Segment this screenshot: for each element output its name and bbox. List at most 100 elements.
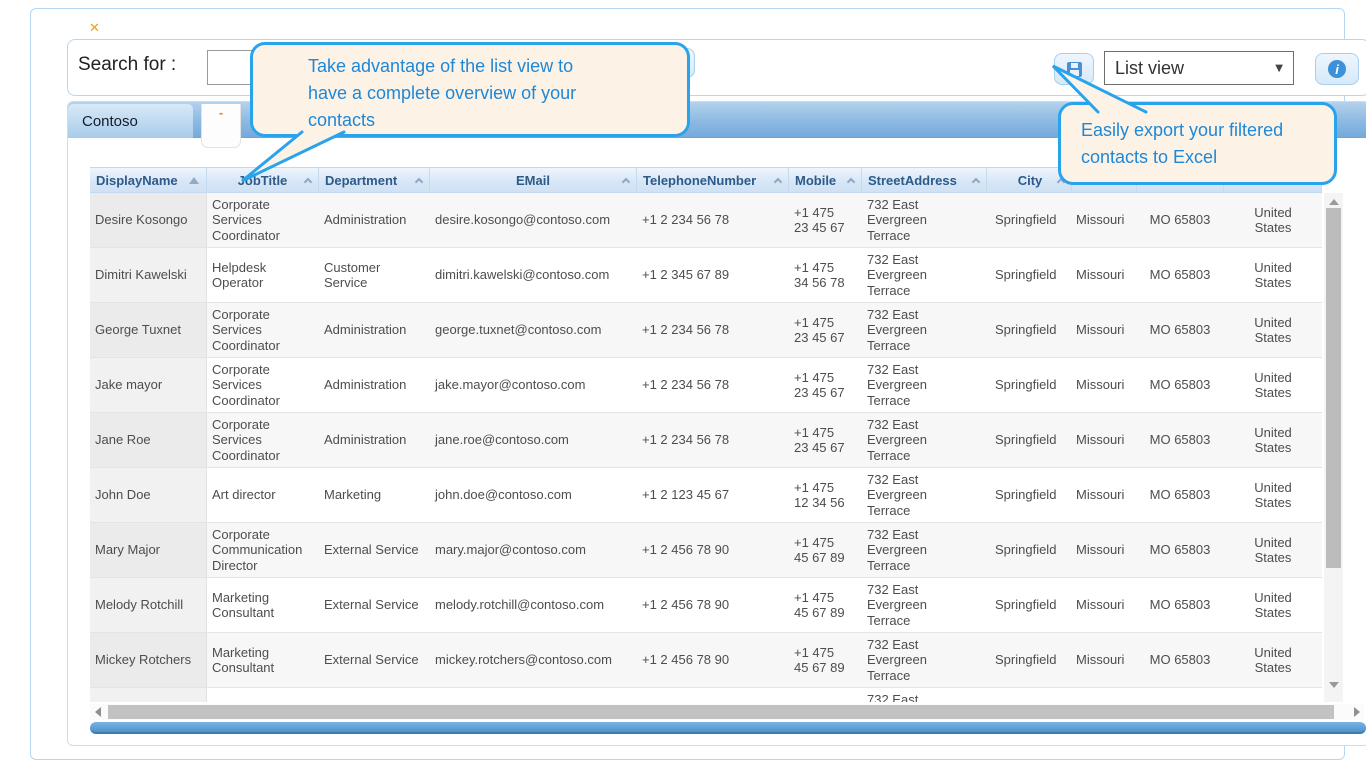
contact-row[interactable]: George Tuxnet Corporate Services Coordin… — [90, 303, 1322, 358]
cell-displayname: Desire Kosongo — [90, 193, 207, 247]
cell-displayname: Mickey Rotchers — [90, 633, 207, 687]
cell-displayname: Melody Rotchill — [90, 578, 207, 632]
cell-postalcode: MO 65803 — [1149, 597, 1211, 613]
cell-email: dimitri.kawelski@contoso.com — [435, 267, 610, 283]
save-icon — [1066, 61, 1082, 77]
tab-collapse[interactable]: - — [201, 104, 241, 148]
vertical-scrollbar[interactable] — [1324, 193, 1343, 702]
cell-email: mickey.rotchers@contoso.com — [435, 652, 612, 668]
export-callout: Easily export your filtered contacts to … — [1058, 102, 1337, 185]
cell-email — [430, 688, 637, 702]
cell-department: Customer Service — [324, 259, 381, 290]
cell-telephonenumber: +1 2 234 56 78 — [642, 212, 730, 228]
contact-row[interactable]: Mary Major Corporate Communication Direc… — [90, 523, 1322, 578]
minus-icon: - — [218, 105, 224, 120]
column-header-jobtitle[interactable]: JobTitle — [207, 168, 319, 192]
cell-city — [987, 688, 1072, 702]
contact-row[interactable]: 732 East Evergreen Terrace — [90, 688, 1322, 702]
column-header-email[interactable]: EMail — [430, 168, 637, 192]
cell-country: United States — [1254, 644, 1292, 675]
cell-department: Administration — [324, 322, 407, 338]
cell-state: Missouri — [1076, 322, 1125, 338]
cell-jobtitle: Corporate Services Coordinator — [212, 307, 280, 353]
cell-department: External Service — [324, 542, 419, 558]
contact-row[interactable]: Dimitri Kawelski Helpdesk Operator Custo… — [90, 248, 1322, 303]
cell-mobile — [789, 688, 862, 702]
cell-postalcode: MO 65803 — [1149, 322, 1211, 338]
cell-city: Springfield — [995, 487, 1057, 503]
cell-postalcode: MO 65803 — [1149, 652, 1211, 668]
scroll-right-icon[interactable] — [1354, 707, 1360, 717]
bottom-accent-bar — [90, 722, 1366, 734]
column-header-displayname[interactable]: DisplayName — [90, 168, 207, 192]
cell-streetaddress: 732 East Evergreen Terrace — [867, 362, 927, 408]
cell-city: Springfield — [995, 377, 1057, 393]
column-header-mobile[interactable]: Mobile — [789, 168, 862, 192]
cell-country: United States — [1254, 259, 1292, 290]
cell-displayname: Dimitri Kawelski — [90, 248, 207, 302]
contact-row[interactable]: Jake mayor Corporate Services Coordinato… — [90, 358, 1322, 413]
cell-email: mary.major@contoso.com — [435, 542, 586, 558]
cell-country: United States — [1254, 424, 1292, 455]
cell-displayname: Jake mayor — [90, 358, 207, 412]
cell-mobile: +1 475 23 45 67 — [794, 424, 845, 455]
cell-department: Marketing — [324, 487, 382, 503]
contact-row[interactable]: Desire Kosongo Corporate Services Coordi… — [90, 193, 1322, 248]
cell-mobile: +1 475 23 45 67 — [794, 369, 845, 400]
cell-email: jane.roe@contoso.com — [435, 432, 569, 448]
tab-contoso[interactable]: Contoso — [68, 104, 193, 138]
cell-telephonenumber: +1 2 456 78 90 — [642, 542, 730, 558]
horizontal-scrollbar-thumb[interactable] — [108, 705, 1334, 719]
cell-telephonenumber: +1 2 234 56 78 — [642, 322, 730, 338]
contact-row[interactable]: Mickey Rotchers Marketing Consultant Ext… — [90, 633, 1322, 688]
cell-streetaddress: 732 East Evergreen Terrace — [867, 527, 927, 573]
scroll-left-icon[interactable] — [95, 707, 101, 717]
horizontal-scrollbar[interactable] — [90, 704, 1364, 720]
cell-streetaddress: 732 East Evergreen Terrace — [867, 472, 927, 518]
cell-mobile: +1 475 45 67 89 — [794, 644, 845, 675]
cell-mobile: +1 475 34 56 78 — [794, 259, 845, 290]
cell-country: United States — [1254, 369, 1292, 400]
cell-country: United States — [1254, 534, 1292, 565]
contact-row[interactable]: Jane Roe Corporate Services Coordinator … — [90, 413, 1322, 468]
cell-streetaddress: 732 East Evergreen Terrace — [867, 197, 927, 243]
cell-mobile: +1 475 23 45 67 — [794, 314, 845, 345]
cell-telephonenumber: +1 2 345 67 89 — [642, 267, 730, 283]
info-icon: i — [1328, 60, 1346, 78]
scroll-up-icon[interactable] — [1329, 199, 1339, 205]
close-icon[interactable]: ✕ — [89, 20, 100, 35]
view-selector[interactable]: List view ▼ — [1104, 51, 1294, 85]
contact-row[interactable]: Melody Rotchill Marketing Consultant Ext… — [90, 578, 1322, 633]
cell-country: United States — [1254, 204, 1292, 235]
cell-displayname — [90, 688, 207, 702]
column-header-department[interactable]: Department — [319, 168, 430, 192]
cell-streetaddress: 732 East Evergreen Terrace — [867, 307, 927, 353]
info-button[interactable]: i — [1315, 53, 1359, 85]
cell-telephonenumber — [637, 688, 789, 702]
list-view-callout: Take advantage of the list view to have … — [250, 42, 690, 137]
scroll-down-icon[interactable] — [1329, 682, 1339, 688]
cell-state: Missouri — [1076, 267, 1125, 283]
cell-country — [1224, 688, 1322, 702]
cell-state: Missouri — [1076, 597, 1125, 613]
cell-telephonenumber: +1 2 456 78 90 — [642, 597, 730, 613]
export-to-excel-button[interactable] — [1054, 53, 1094, 85]
column-header-streetaddress[interactable]: StreetAddress — [862, 168, 987, 192]
cell-city: Springfield — [995, 542, 1057, 558]
cell-displayname: George Tuxnet — [90, 303, 207, 357]
cell-country: United States — [1254, 479, 1292, 510]
contact-row[interactable]: John Doe Art director Marketing john.doe… — [90, 468, 1322, 523]
column-header-telephonenumber[interactable]: TelephoneNumber — [637, 168, 789, 192]
cell-postalcode: MO 65803 — [1149, 212, 1211, 228]
cell-displayname: John Doe — [90, 468, 207, 522]
cell-displayname: Jane Roe — [90, 413, 207, 467]
cell-streetaddress: 732 East Evergreen Terrace — [867, 417, 927, 463]
cell-state: Missouri — [1076, 652, 1125, 668]
cell-jobtitle — [207, 688, 319, 702]
vertical-scrollbar-thumb[interactable] — [1326, 208, 1341, 568]
cell-jobtitle: Corporate Communication Director — [212, 527, 303, 573]
cell-department: External Service — [324, 597, 419, 613]
view-selector-value: List view — [1115, 57, 1185, 78]
cell-displayname: Mary Major — [90, 523, 207, 577]
